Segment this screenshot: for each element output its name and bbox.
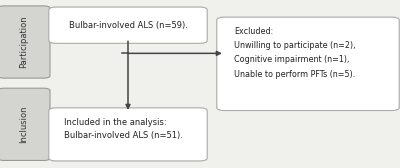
Text: Inclusion: Inclusion — [20, 106, 28, 143]
FancyBboxPatch shape — [49, 108, 207, 161]
FancyBboxPatch shape — [217, 17, 399, 111]
FancyBboxPatch shape — [0, 6, 50, 78]
FancyBboxPatch shape — [49, 7, 207, 43]
FancyBboxPatch shape — [0, 88, 50, 160]
Text: Included in the analysis:
Bulbar-involved ALS (n=51).: Included in the analysis: Bulbar-involve… — [64, 118, 183, 140]
Text: Participation: Participation — [20, 16, 28, 68]
Text: Bulbar-involved ALS (n=59).: Bulbar-involved ALS (n=59). — [68, 21, 188, 30]
Text: Excluded:
Unwilling to participate (n=2),
Cognitive impairment (n=1),
Unable to : Excluded: Unwilling to participate (n=2)… — [234, 27, 356, 79]
